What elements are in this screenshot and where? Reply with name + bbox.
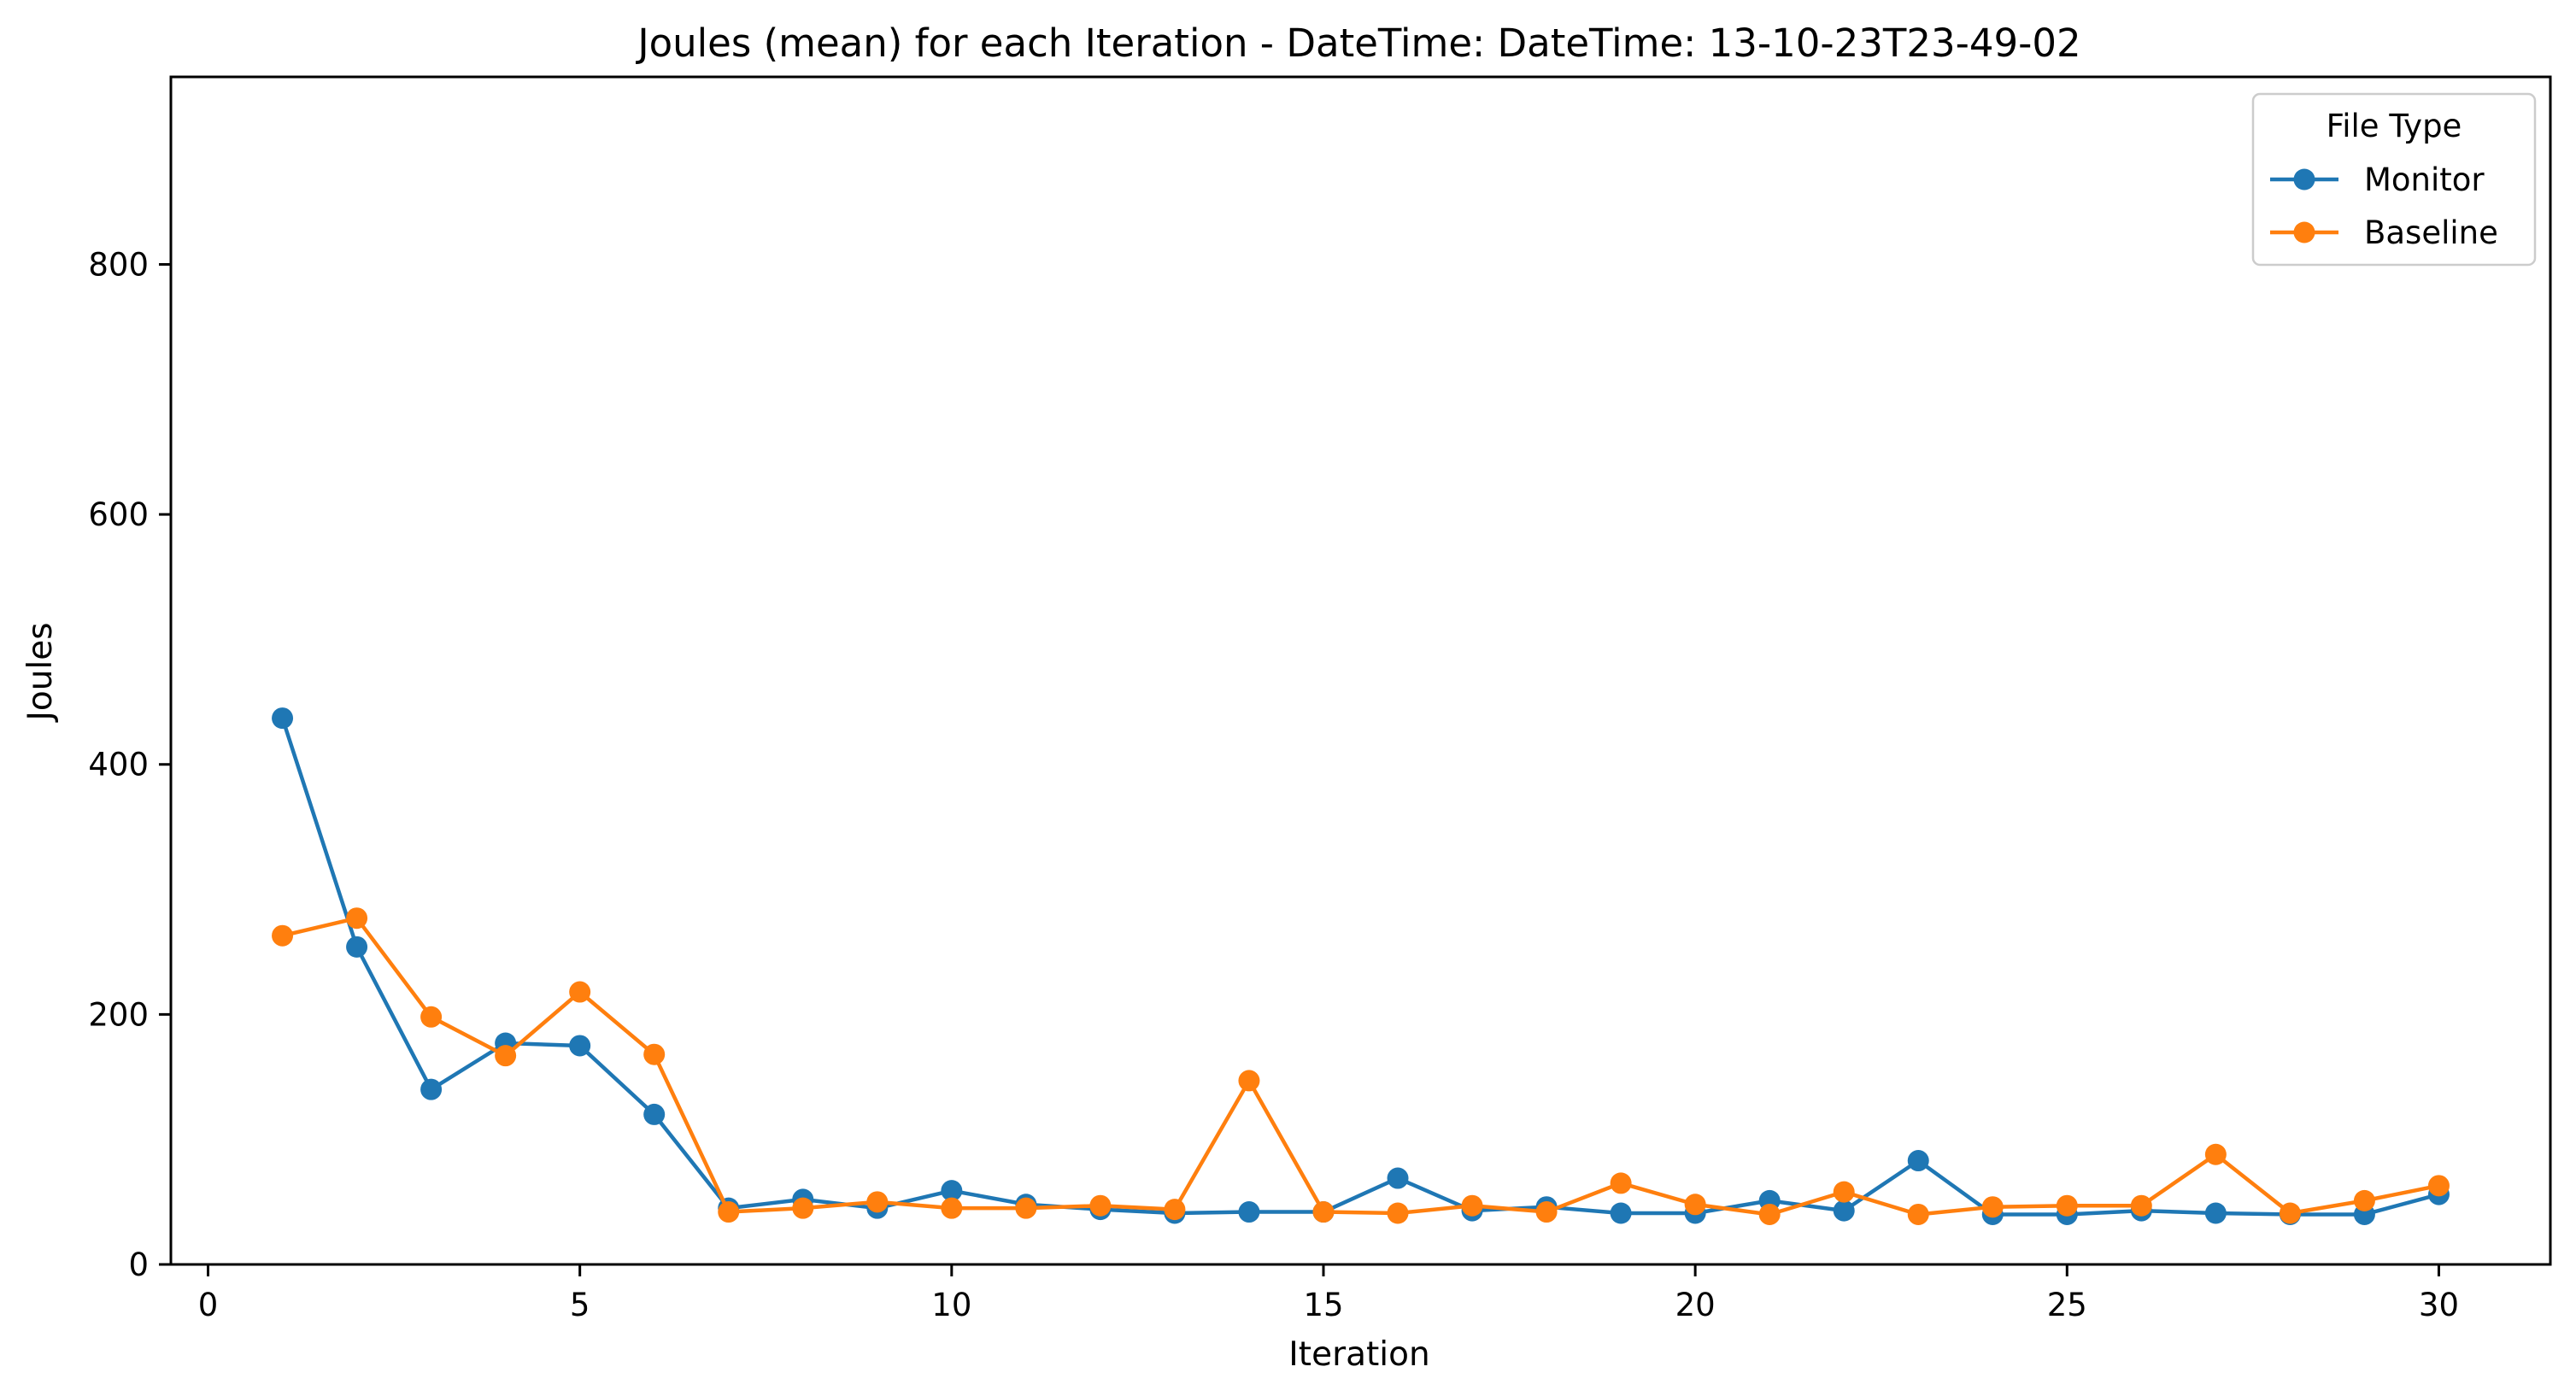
series-line-baseline <box>280 916 2441 1217</box>
data-point-monitor <box>1833 1200 1855 1222</box>
data-point-baseline <box>1164 1199 1186 1221</box>
x-tick-label: 30 <box>2419 1287 2459 1323</box>
data-point-baseline <box>1461 1194 1483 1217</box>
data-point-baseline <box>2353 1189 2375 1211</box>
data-point-baseline <box>1535 1201 1558 1223</box>
y-tick-label: 600 <box>88 496 149 533</box>
data-point-baseline <box>2204 1143 2227 1165</box>
data-point-baseline <box>643 1043 666 1065</box>
data-point-monitor <box>1238 1201 1260 1223</box>
y-tick-label: 400 <box>88 747 149 783</box>
legend-box <box>2251 92 2537 267</box>
legend: File Type Monitor Baseline <box>2251 92 2537 267</box>
data-point-baseline <box>2279 1202 2301 1224</box>
data-point-monitor <box>643 1103 666 1125</box>
data-point-baseline <box>569 981 591 1003</box>
data-point-monitor <box>2204 1202 2227 1224</box>
data-point-baseline <box>1312 1201 1335 1223</box>
x-tick-label: 20 <box>1675 1287 1716 1323</box>
data-point-monitor <box>569 1035 591 1057</box>
y-tick-label: 0 <box>128 1246 149 1283</box>
data-point-baseline <box>1833 1181 1855 1203</box>
data-point-monitor <box>420 1078 443 1100</box>
data-point-baseline <box>866 1191 889 1213</box>
data-point-baseline <box>495 1045 517 1067</box>
x-tick-label: 15 <box>1303 1287 1343 1323</box>
data-point-baseline <box>1387 1202 1409 1224</box>
y-axis-title: Joules <box>21 622 60 723</box>
x-tick-label: 5 <box>570 1287 590 1323</box>
data-point-monitor <box>1907 1150 1929 1172</box>
data-point-baseline <box>272 924 294 947</box>
data-point-monitor <box>272 707 294 730</box>
data-point-baseline <box>1758 1203 1781 1225</box>
axes-frame <box>169 75 2552 1266</box>
data-point-baseline <box>718 1201 740 1223</box>
data-point-baseline <box>1981 1196 2004 1218</box>
data-point-baseline <box>1089 1194 1112 1217</box>
data-point-baseline <box>1684 1194 1706 1216</box>
data-point-baseline <box>1238 1070 1260 1092</box>
data-point-baseline <box>2130 1194 2152 1217</box>
y-tick-label: 200 <box>88 996 149 1033</box>
series-line-monitor <box>280 716 2441 1217</box>
data-point-baseline <box>1907 1203 1929 1225</box>
x-axis-title: Iteration <box>1288 1335 1429 1374</box>
data-point-monitor <box>346 936 368 958</box>
legend-title: File Type <box>2327 108 2462 144</box>
data-point-monitor <box>1387 1167 1409 1189</box>
data-point-baseline <box>1610 1172 1632 1194</box>
data-point-baseline <box>2056 1194 2078 1217</box>
data-point-baseline <box>346 907 368 930</box>
chart-title: Joules (mean) for each Iteration - DateT… <box>635 21 2080 66</box>
x-tick-label: 25 <box>2047 1287 2087 1323</box>
legend-label-baseline: Baseline <box>2364 214 2498 251</box>
data-point-monitor <box>1610 1202 1632 1224</box>
x-tick-label: 0 <box>198 1287 219 1323</box>
y-tick-label: 800 <box>88 246 149 283</box>
data-point-baseline <box>792 1197 814 1219</box>
legend-label-monitor: Monitor <box>2364 161 2485 198</box>
data-point-baseline <box>1015 1197 1037 1219</box>
x-tick-label: 10 <box>931 1287 971 1323</box>
data-point-baseline <box>2427 1175 2450 1197</box>
legend-marker-monitor <box>2293 168 2315 191</box>
data-point-baseline <box>941 1197 963 1219</box>
plot-area: 0 5 10 15 20 25 30 0 200 400 600 800 <box>88 75 2552 1323</box>
data-point-baseline <box>420 1006 443 1028</box>
data-point-monitor <box>941 1180 963 1202</box>
legend-marker-baseline <box>2293 221 2315 243</box>
